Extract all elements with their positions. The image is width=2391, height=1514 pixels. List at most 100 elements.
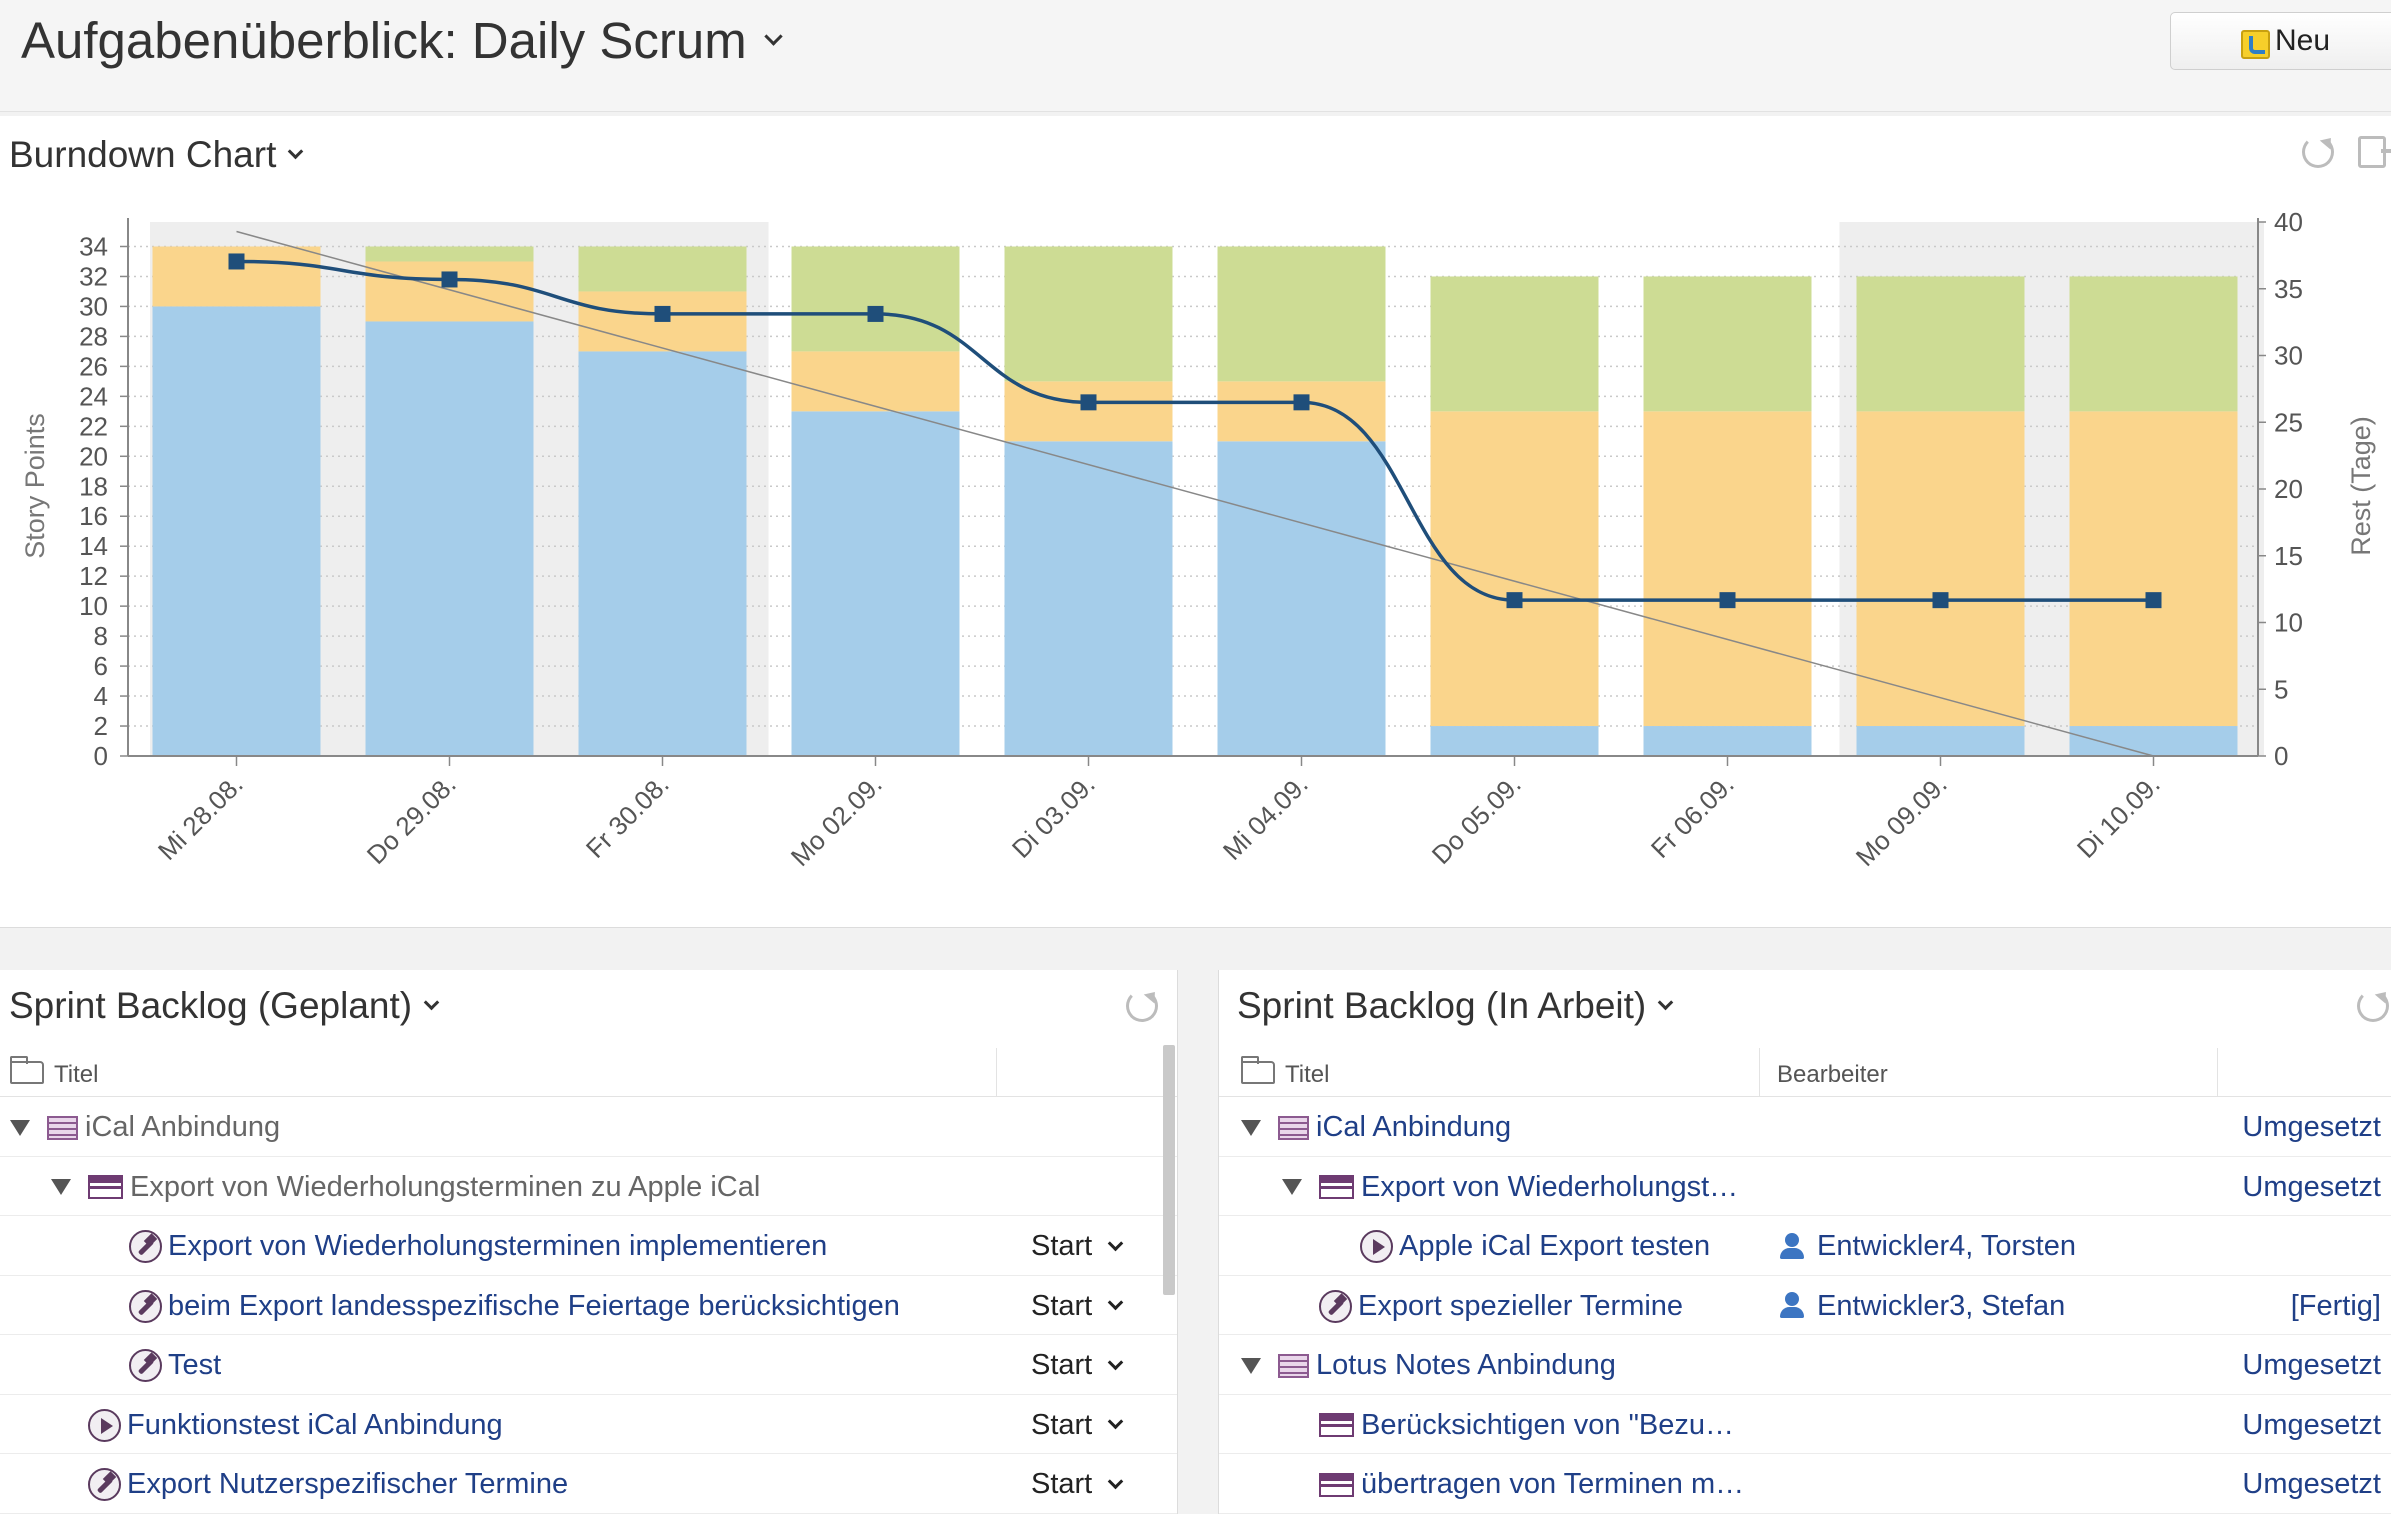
chevron-down-icon[interactable] (1657, 994, 1674, 1010)
row-title[interactable]: Berücksichtigen von "Bezu… (1361, 1408, 1734, 1441)
user-story-icon (47, 1115, 78, 1140)
row-title[interactable]: iCal Anbindung (1316, 1111, 1512, 1143)
data-point (1719, 592, 1736, 609)
y-tick-label: 2 (94, 711, 108, 741)
test-play-icon (1360, 1230, 1393, 1263)
refresh-icon[interactable] (2357, 990, 2389, 1022)
expand-triangle-icon[interactable] (51, 1179, 71, 1195)
export-icon[interactable] (2358, 136, 2391, 168)
assignee-cell[interactable]: Entwickler3, Stefan (1779, 1290, 2065, 1323)
row-title[interactable]: Test (168, 1349, 222, 1381)
backlog-active-rows: iCal Anbindung Umgesetzt Export von Wieder… (1219, 1097, 2391, 1514)
row-title[interactable]: Export von Wiederholungsterminen zu Appl… (130, 1170, 761, 1203)
y-tick-label: 32 (79, 261, 108, 291)
new-button[interactable]: Neu (2170, 12, 2391, 70)
expand-triangle-icon[interactable] (1282, 1179, 1302, 1195)
table-row[interactable]: iCal Anbindung Umgesetzt (1219, 1097, 2391, 1157)
chevron-down-icon[interactable] (1107, 1473, 1124, 1489)
data-point (441, 271, 458, 288)
status-dropdown[interactable]: Start (1031, 1290, 1124, 1323)
table-row[interactable]: Export von Wiederholungst… Umgesetzt (1219, 1157, 2391, 1216)
row-title[interactable]: Export von Wiederholungst… (1361, 1170, 1739, 1203)
chevron-down-icon[interactable] (763, 26, 783, 46)
status-link[interactable]: Umgesetzt (2242, 1349, 2381, 1381)
chevron-down-icon[interactable] (1107, 1413, 1124, 1430)
expand-triangle-icon[interactable] (1241, 1357, 1261, 1374)
row-title[interactable]: Funktionstest iCal Anbindung (127, 1408, 503, 1441)
row-title[interactable]: Lotus Notes Anbindung (1316, 1349, 1616, 1381)
table-row[interactable]: Test Start (0, 1335, 1177, 1395)
x-tick-label: Do 29.08. (361, 769, 462, 870)
status-link[interactable]: Umgesetzt (2242, 1111, 2381, 1143)
burndown-title[interactable]: Burndown Chart (9, 132, 304, 178)
bar-segment (2069, 726, 2238, 756)
status-link[interactable]: Umgesetzt (2242, 1468, 2381, 1500)
status-dropdown-value: Start (1031, 1408, 1093, 1441)
status-link[interactable]: [Fertig] (2290, 1289, 2381, 1322)
user-icon (1779, 1292, 1805, 1320)
table-row[interactable]: Berücksichtigen von "Bezu… Umgesetzt (1219, 1395, 2391, 1454)
refresh-icon[interactable] (1126, 990, 1158, 1022)
row-title-cell: Export von Wiederholungsterminen impleme… (129, 1230, 827, 1263)
data-point (867, 305, 884, 322)
table-row[interactable]: Funktionstest iCal Anbindung Start (0, 1395, 1177, 1454)
data-point (228, 253, 245, 270)
scrollbar[interactable] (1163, 1045, 1175, 1295)
column-header-title[interactable]: Titel (54, 1061, 99, 1088)
status-link[interactable]: Umgesetzt (2242, 1170, 2381, 1203)
table-row[interactable]: Export von Wiederholungsterminen zu Appl… (0, 1157, 1177, 1216)
data-point (1932, 592, 1949, 609)
table-row[interactable]: Lotus Notes Anbindung Umgesetzt (1219, 1335, 2391, 1395)
assignee-cell[interactable]: Entwickler4, Torsten (1779, 1230, 2076, 1263)
row-title-cell: Export von Wiederholungsterminen zu Appl… (51, 1171, 760, 1204)
x-tick-label: Di 03.09. (1006, 769, 1101, 864)
backlog-planned-rows: iCal Anbindung Export von Wiederholungste… (0, 1097, 1177, 1514)
status-dropdown[interactable]: Start (1031, 1408, 1124, 1442)
y-tick-label: 0 (94, 741, 108, 771)
table-row[interactable]: iCal Anbindung (0, 1097, 1177, 1157)
data-point (654, 305, 671, 322)
user-icon (1779, 1232, 1805, 1261)
table-row[interactable]: Apple iCal Export testen Entwickler4, Tor… (1219, 1216, 2391, 1276)
y-tick-label: 14 (79, 531, 108, 561)
status-dropdown[interactable]: Start (1031, 1349, 1124, 1382)
column-header-assignee[interactable]: Bearbeiter (1777, 1061, 1888, 1088)
y2-tick-label: 30 (2274, 341, 2303, 371)
backlog-active-title[interactable]: Sprint Backlog (In Arbeit) (1237, 983, 1674, 1029)
table-row[interactable]: Export Nutzerspezifischer Termine Start (0, 1454, 1177, 1514)
page-title[interactable]: Aufgabenüberblick: Daily Scrum (21, 8, 783, 74)
chevron-down-icon[interactable] (1107, 1235, 1124, 1251)
row-title[interactable]: übertragen von Terminen m… (1361, 1468, 1745, 1500)
ideal-burndown-line (236, 230, 2154, 757)
backlog-active-table: Titel Bearbeiter iCal Anbindung Umgesetzt… (1219, 1048, 2391, 1514)
table-row[interactable]: Export spezieller Termine Entwickler3, St… (1219, 1276, 2391, 1335)
status-link[interactable]: Umgesetzt (2242, 1408, 2381, 1441)
bar-segment (1430, 276, 1599, 412)
row-title[interactable]: iCal Anbindung (85, 1111, 281, 1143)
y-tick-label: 18 (79, 471, 108, 501)
row-title[interactable]: beim Export landesspezifische Feiertage … (168, 1289, 900, 1322)
row-title[interactable]: Export von Wiederholungsterminen impleme… (168, 1230, 828, 1262)
chevron-down-icon[interactable] (1107, 1294, 1124, 1311)
chevron-down-icon[interactable] (423, 994, 440, 1010)
row-title[interactable]: Export spezieller Termine (1358, 1289, 1684, 1322)
expand-triangle-icon[interactable] (1241, 1119, 1261, 1136)
column-divider (1759, 1048, 1760, 1096)
table-row[interactable]: beim Export landesspezifische Feiertage … (0, 1276, 1177, 1335)
table-row[interactable]: übertragen von Terminen m… Umgesetzt (1219, 1454, 2391, 1514)
status-dropdown[interactable]: Start (1031, 1230, 1124, 1263)
row-title-cell: Test (129, 1349, 221, 1382)
column-header-title[interactable]: Titel (1285, 1061, 1330, 1088)
chevron-down-icon[interactable] (1107, 1354, 1124, 1370)
status-dropdown[interactable]: Start (1031, 1468, 1124, 1501)
table-row[interactable]: Export von Wiederholungsterminen impleme… (0, 1216, 1177, 1276)
expand-triangle-icon[interactable] (10, 1119, 30, 1136)
row-title[interactable]: Apple iCal Export testen (1399, 1230, 1711, 1262)
row-title[interactable]: Export Nutzerspezifischer Termine (127, 1468, 569, 1500)
status-dropdown-value: Start (1031, 1349, 1093, 1381)
data-point (1293, 394, 1310, 411)
bar-segment (2069, 411, 2238, 727)
refresh-icon[interactable] (2302, 136, 2334, 168)
backlog-planned-title[interactable]: Sprint Backlog (Geplant) (9, 983, 440, 1029)
backlog-item-icon (88, 1175, 123, 1199)
